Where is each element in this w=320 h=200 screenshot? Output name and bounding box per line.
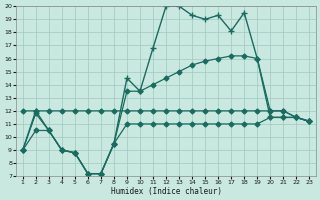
- X-axis label: Humidex (Indice chaleur): Humidex (Indice chaleur): [110, 187, 221, 196]
